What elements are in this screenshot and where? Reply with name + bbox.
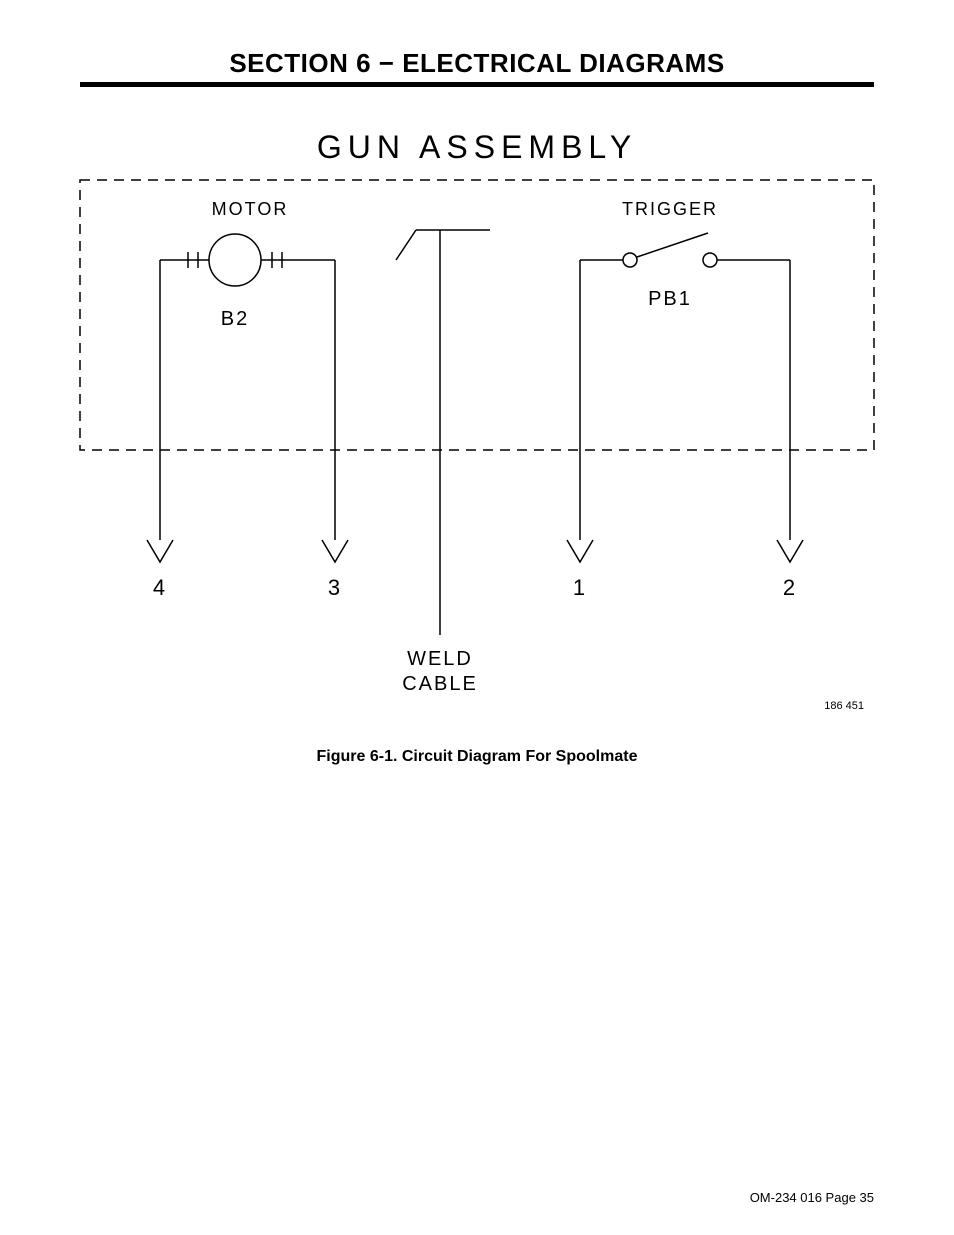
weld-cable-label-1: WELD [407,648,473,670]
page-footer: OM-234 016 Page 35 [750,1190,874,1205]
trigger-ref-label: PB1 [648,288,692,310]
pin-4-label: 4 [153,575,167,600]
diagram-title: GUN ASSEMBLY [317,129,637,165]
motor-symbol [160,234,335,286]
section-rule [80,82,874,87]
weld-cable-label-2: CABLE [402,673,478,695]
trigger-label: TRIGGER [622,199,718,219]
trigger-symbol [580,233,790,267]
arrowheads [147,540,803,562]
pin-3-label: 3 [328,575,342,600]
diagram-svg: GUN ASSEMBLY MOTOR [60,120,894,740]
assembly-box [80,180,874,450]
drop-wires [160,230,790,635]
reference-number: 186 451 [824,700,864,712]
figure-caption: Figure 6-1. Circuit Diagram For Spoolmat… [0,748,954,766]
center-contact [396,230,490,260]
pin-1-label: 1 [573,575,587,600]
section-title: SECTION 6 − ELECTRICAL DIAGRAMS [0,48,954,79]
motor-label: MOTOR [212,199,289,219]
circuit-diagram: GUN ASSEMBLY MOTOR [60,120,894,740]
pin-2-label: 2 [783,575,797,600]
page-root: SECTION 6 − ELECTRICAL DIAGRAMS GUN ASSE… [0,0,954,1235]
motor-ref-label: B2 [221,308,249,330]
